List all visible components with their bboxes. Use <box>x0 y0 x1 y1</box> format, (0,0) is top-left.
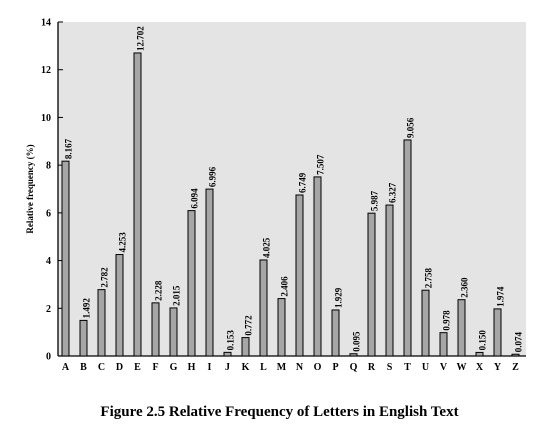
bar-L <box>259 259 268 357</box>
x-tick-label-R: R <box>368 362 376 373</box>
bar-K <box>241 337 250 357</box>
y-tick-label: 6 <box>46 208 51 219</box>
y-tick-label: 2 <box>46 304 51 315</box>
value-label-P: 1.929 <box>334 287 344 308</box>
value-label-N: 6.749 <box>298 172 308 193</box>
x-tick-label-E: E <box>134 362 141 373</box>
bar-D <box>115 254 124 357</box>
x-tick-label-Y: Y <box>494 362 502 373</box>
x-tick-label-N: N <box>296 362 304 373</box>
bar-S <box>385 204 394 357</box>
bar-O <box>313 176 322 357</box>
x-tick-label-F: F <box>152 362 158 373</box>
figure-caption: Figure 2.5 Relative Frequency of Letters… <box>100 404 459 420</box>
bar-Z <box>511 353 520 357</box>
x-tick-label-T: T <box>404 362 411 373</box>
x-tick-label-G: G <box>170 362 178 373</box>
value-label-X: 0.150 <box>478 330 488 351</box>
x-tick-label-M: M <box>277 362 287 373</box>
x-tick-label-K: K <box>242 362 250 373</box>
x-tick-label-B: B <box>80 362 87 373</box>
value-label-S: 6.327 <box>388 182 398 203</box>
x-tick-label-A: A <box>62 362 70 373</box>
bar-Q <box>349 353 358 357</box>
value-label-B: 1.492 <box>82 298 92 319</box>
x-tick-label-X: X <box>476 362 484 373</box>
x-tick-label-I: I <box>208 362 212 373</box>
value-label-J: 0.153 <box>226 330 236 351</box>
bar-M <box>277 298 286 357</box>
x-tick-label-D: D <box>116 362 123 373</box>
bar-N <box>295 194 304 357</box>
x-tick-label-J: J <box>225 362 230 373</box>
value-label-H: 6.094 <box>190 188 200 209</box>
value-label-M: 2.406 <box>280 276 290 297</box>
x-tick-label-U: U <box>422 362 429 373</box>
y-tick-label: 14 <box>41 18 51 29</box>
plot-area <box>58 22 526 356</box>
value-label-W: 2.360 <box>460 277 470 298</box>
y-tick-label: 8 <box>46 161 51 172</box>
bar-G <box>169 307 178 357</box>
value-label-K: 0.772 <box>244 315 254 336</box>
bar-U <box>421 289 430 357</box>
bar-W <box>457 299 466 357</box>
y-tick-label: 12 <box>41 65 51 76</box>
value-label-A: 8.167 <box>64 138 74 159</box>
value-label-D: 4.253 <box>118 232 128 253</box>
x-tick-label-P: P <box>332 362 338 373</box>
bar-H <box>187 210 196 357</box>
x-tick-label-S: S <box>387 362 393 373</box>
bar-I <box>205 188 214 357</box>
value-label-U: 2.758 <box>424 267 434 288</box>
x-tick-label-O: O <box>314 362 322 373</box>
value-label-Q: 0.095 <box>352 331 362 352</box>
bar-T <box>403 139 412 357</box>
y-tick-label: 0 <box>46 352 51 363</box>
value-label-I: 6.996 <box>208 166 218 187</box>
bar-A <box>61 160 70 357</box>
x-tick-label-Z: Z <box>512 362 519 373</box>
value-label-V: 0.978 <box>442 310 452 331</box>
value-label-O: 7.507 <box>316 154 326 175</box>
bar-chart: 0 2 4 6 8 10 12 14 Relative frequency (%) 8.167 A 1… <box>25 18 526 373</box>
bar-F <box>151 302 160 357</box>
value-label-F: 2.228 <box>154 280 164 301</box>
value-label-L: 4.025 <box>262 237 272 258</box>
bar-X <box>475 351 484 357</box>
bar-V <box>439 332 448 357</box>
x-tick-label-Q: Q <box>350 362 358 373</box>
value-label-C: 2.782 <box>100 267 110 288</box>
x-tick-label-L: L <box>260 362 267 373</box>
bar-E <box>133 52 142 357</box>
bar-R <box>367 212 376 357</box>
value-label-Z: 0.074 <box>514 331 524 352</box>
y-tick-label: 10 <box>41 113 51 124</box>
value-label-T: 9.056 <box>406 117 416 138</box>
bar-J <box>223 351 232 357</box>
bar-P <box>331 309 340 357</box>
value-label-G: 2.015 <box>172 285 182 306</box>
x-tick-label-C: C <box>98 362 105 373</box>
y-axis-label: Relative frequency (%) <box>25 144 35 233</box>
x-tick-label-V: V <box>440 362 448 373</box>
bar-B <box>79 319 88 357</box>
value-label-R: 5.987 <box>370 190 380 211</box>
value-label-Y: 1.974 <box>496 286 506 307</box>
bar-C <box>97 289 106 357</box>
bar-Y <box>493 308 502 357</box>
x-tick-label-W: W <box>457 362 467 373</box>
y-tick-label: 4 <box>46 256 51 267</box>
value-label-E: 12.702 <box>136 26 146 51</box>
x-tick-label-H: H <box>188 362 196 373</box>
